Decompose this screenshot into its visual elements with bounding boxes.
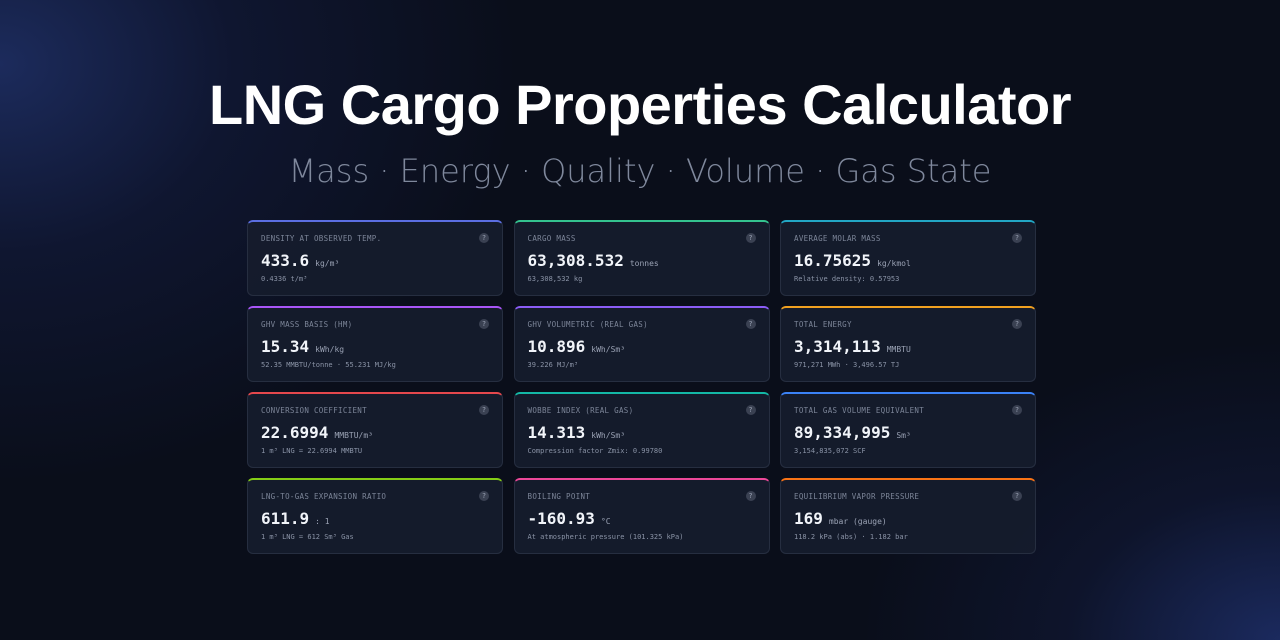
help-icon[interactable]: ? <box>479 491 489 501</box>
card-label: EQUILIBRIUM VAPOR PRESSURE <box>794 492 920 501</box>
help-icon[interactable]: ? <box>1012 405 1022 415</box>
value-unit: °C <box>600 517 611 526</box>
card-label: DENSITY AT OBSERVED TEMP. <box>261 234 382 243</box>
card-detail: Compression factor Zmix: 0.99780 <box>527 447 663 455</box>
metric-card: BOILING POINT? -160.93 °C At atmospheric pr… <box>513 478 770 554</box>
value-unit: kg/m³ <box>315 259 340 268</box>
metric-card: GHV MASS BASIS (HM)? 15.34 kWh/kg 52.35 MMB… <box>247 306 503 382</box>
value-number: 22.6994 <box>261 423 329 442</box>
card-value: 63,308.532 tonnes <box>528 251 659 270</box>
value-unit: mbar (gauge) <box>828 517 887 526</box>
help-icon[interactable]: ? <box>479 405 489 415</box>
help-icon[interactable]: ? <box>1012 233 1022 243</box>
card-value: -160.93 °C <box>528 509 611 528</box>
card-label: GHV VOLUMETRIC (REAL GAS) <box>527 320 648 329</box>
metric-card: DENSITY AT OBSERVED TEMP.? 433.6 kg/m³ 0.43… <box>247 220 503 296</box>
metric-card: AVERAGE MOLAR MASS? 16.75625 kg/kmol Relati… <box>780 220 1036 296</box>
value-unit: : 1 <box>315 517 330 526</box>
card-label: TOTAL ENERGY <box>794 320 852 329</box>
card-value: 89,334,995 Sm³ <box>794 423 911 442</box>
card-label: LNG-TO-GAS EXPANSION RATIO <box>261 492 387 501</box>
value-unit: MMBTU/m³ <box>334 431 373 440</box>
card-detail: 971,271 MWh · 3,496.57 TJ <box>794 361 900 369</box>
value-unit: tonnes <box>629 259 659 268</box>
card-detail: At atmospheric pressure (101.325 kPa) <box>527 533 684 541</box>
card-label: CONVERSION COEFFICIENT <box>261 406 367 415</box>
value-number: -160.93 <box>527 509 595 528</box>
card-value: 16.75625 kg/kmol <box>794 251 911 270</box>
card-detail: 63,308,532 kg <box>527 275 583 283</box>
help-icon[interactable]: ? <box>745 233 756 243</box>
card-detail: 52.35 MMBTU/tonne · 55.231 MJ/kg <box>261 361 396 369</box>
card-detail: 39.226 MJ/m³ <box>527 361 579 369</box>
value-number: 433.6 <box>261 251 310 270</box>
card-value: 169 mbar (gauge) <box>794 509 887 528</box>
card-value: 433.6 kg/m³ <box>261 251 339 270</box>
card-value: 10.896 kWh/Sm³ <box>528 337 626 356</box>
value-unit: kWh/Sm³ <box>591 431 626 440</box>
help-icon[interactable]: ? <box>1012 491 1022 501</box>
card-detail: 118.2 kPa (abs) · 1.182 bar <box>794 533 908 541</box>
metric-card: WOBBE INDEX (REAL GAS)? 14.313 kWh/Sm³ Comp… <box>513 392 770 468</box>
metric-card: CONVERSION COEFFICIENT? 22.6994 MMBTU/m³ 1 … <box>247 392 503 468</box>
value-number: 63,308.532 <box>527 251 624 270</box>
metric-card: TOTAL ENERGY? 3,314,113 MMBTU 971,271 MWh ·… <box>780 306 1036 382</box>
help-icon[interactable]: ? <box>1012 319 1022 329</box>
card-label: TOTAL GAS VOLUME EQUIVALENT <box>794 406 925 415</box>
metric-card: CARGO MASS? 63,308.532 tonnes 63,308,532 kg <box>513 220 770 296</box>
value-unit: kWh/Sm³ <box>591 345 626 354</box>
card-detail: 1 m³ LNG = 22.6994 MMBTU <box>261 447 363 455</box>
card-detail: 1 m³ LNG = 612 Sm³ Gas <box>261 533 354 541</box>
value-number: 611.9 <box>261 509 310 528</box>
metric-card: LNG-TO-GAS EXPANSION RATIO? 611.9 : 1 1 m³ … <box>247 478 503 554</box>
help-icon[interactable]: ? <box>479 319 489 329</box>
value-number: 14.313 <box>527 423 586 442</box>
card-label: GHV MASS BASIS (HM) <box>261 320 353 329</box>
value-number: 16.75625 <box>794 251 872 270</box>
card-detail: 0.4336 t/m³ <box>261 275 308 283</box>
help-icon[interactable]: ? <box>745 319 756 329</box>
subtitle: Mass · Energy · Quality · Volume · Gas S… <box>288 152 992 190</box>
card-label: WOBBE INDEX (REAL GAS) <box>527 406 634 415</box>
card-value: 611.9 : 1 <box>261 509 330 528</box>
value-number: 169 <box>794 509 823 528</box>
card-detail: 3,154,835,072 SCF <box>794 447 866 455</box>
help-icon[interactable]: ? <box>745 491 756 501</box>
value-unit: kg/kmol <box>877 259 911 268</box>
value-unit: MMBTU <box>886 345 911 354</box>
card-detail: Relative density: 0.57953 <box>794 275 900 283</box>
card-label: CARGO MASS <box>527 234 576 243</box>
title: LNG Cargo Properties Calculator <box>208 73 1072 136</box>
value-number: 15.34 <box>261 337 310 356</box>
card-value: 22.6994 MMBTU/m³ <box>261 423 373 442</box>
value-number: 3,314,113 <box>794 337 881 356</box>
help-icon[interactable]: ? <box>745 405 756 415</box>
card-value: 15.34 kWh/kg <box>261 337 344 356</box>
card-label: BOILING POINT <box>527 492 591 501</box>
metric-card: EQUILIBRIUM VAPOR PRESSURE? 169 mbar (gaug… <box>780 478 1036 554</box>
metric-card: GHV VOLUMETRIC (REAL GAS)? 10.896 kWh/Sm³ 3… <box>513 306 770 382</box>
card-grid: DENSITY AT OBSERVED TEMP.? 433.6 kg/m³ 0.43… <box>247 220 1036 554</box>
card-value: 14.313 kWh/Sm³ <box>528 423 626 442</box>
value-number: 89,334,995 <box>794 423 891 442</box>
value-unit: kWh/kg <box>315 345 345 354</box>
value-unit: Sm³ <box>896 431 911 440</box>
card-label: AVERAGE MOLAR MASS <box>794 234 881 243</box>
value-number: 10.896 <box>527 337 586 356</box>
metric-card: TOTAL GAS VOLUME EQUIVALENT? 89,334,995 Sm… <box>780 392 1036 468</box>
card-value: 3,314,113 MMBTU <box>794 337 911 356</box>
help-icon[interactable]: ? <box>479 233 489 243</box>
